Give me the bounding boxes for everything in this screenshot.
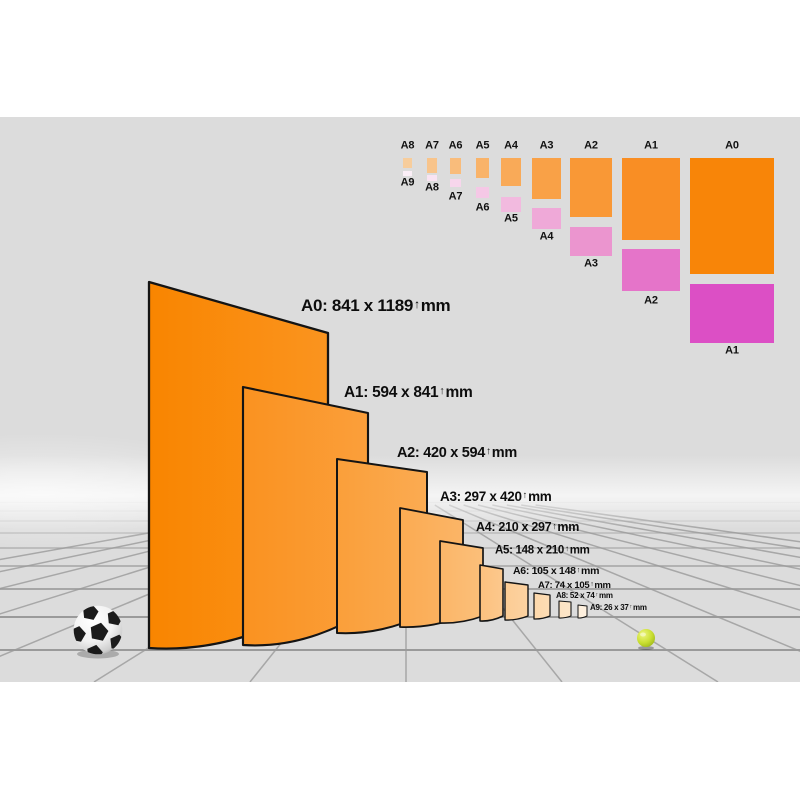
soccer-ball xyxy=(73,605,123,659)
sheet-a7 xyxy=(533,592,551,620)
nested-top-label-a4: A4 xyxy=(504,139,518,152)
tennis-ball xyxy=(637,629,655,650)
nested-bottom-label-a4: A4 xyxy=(539,230,554,243)
size-label-a5: A5: 148 x 210↑mm xyxy=(495,544,590,557)
size-label-a9: A9: 26 x 37↑mm xyxy=(590,603,647,612)
height-arrow-icon: ↑ xyxy=(576,565,581,574)
nested-top-label-a2: A2 xyxy=(584,139,598,152)
sheet-a5 xyxy=(479,564,504,622)
nested-portrait-a7 xyxy=(427,158,437,173)
nested-portrait-a8 xyxy=(403,158,412,168)
nested-top-label-a1: A1 xyxy=(644,139,658,152)
height-arrow-icon: ↑ xyxy=(629,604,633,611)
height-arrow-icon: ↑ xyxy=(590,581,594,589)
size-label-a6: A6: 105 x 148↑mm xyxy=(513,565,600,578)
height-arrow-icon: ↑ xyxy=(595,592,599,599)
scene: A0: 841 x 1189↑mm A1: 594 x 841↑mm A2: 420… xyxy=(0,117,800,682)
sheet-a8 xyxy=(558,600,572,619)
nested-landscape-a6 xyxy=(476,187,489,198)
nested-top-label-a6: A6 xyxy=(448,139,463,152)
nested-portrait-a3 xyxy=(532,158,561,199)
nested-bottom-label-a6: A6 xyxy=(475,201,490,214)
nested-bottom-label-a9: A9 xyxy=(400,176,415,189)
height-arrow-icon: ↑ xyxy=(486,446,491,458)
size-label-a1: A1: 594 x 841↑mm xyxy=(344,384,473,401)
height-arrow-icon: ↑ xyxy=(552,520,557,531)
nested-top-label-a8: A8 xyxy=(400,139,415,152)
sheet-a4 xyxy=(439,540,484,624)
size-label-a4: A4: 210 x 297↑mm xyxy=(476,520,580,534)
nested-top-label-a0: A0 xyxy=(725,139,739,152)
nested-top-label-a5: A5 xyxy=(475,139,490,152)
nested-landscape-a2 xyxy=(622,249,680,291)
size-label-a0: A0: 841 x 1189↑mm xyxy=(301,296,451,315)
nested-landscape-a4 xyxy=(532,208,561,229)
nested-portrait-a4 xyxy=(501,158,521,186)
nested-landscape-a1 xyxy=(690,284,774,343)
nested-portrait-a1 xyxy=(622,158,680,240)
nested-bottom-label-a8: A8 xyxy=(425,181,439,194)
nested-landscape-a7 xyxy=(450,179,461,187)
sheet-a6 xyxy=(504,581,529,621)
nested-landscape-a5 xyxy=(501,197,521,212)
size-label-a3: A3: 297 x 420↑mm xyxy=(440,489,552,504)
nested-bottom-label-a1: A1 xyxy=(725,344,739,357)
nested-bottom-label-a2: A2 xyxy=(644,294,658,307)
nested-landscape-a3 xyxy=(570,227,612,256)
nested-portrait-a0 xyxy=(690,158,774,274)
sheet-a9 xyxy=(577,604,588,619)
perspective-scene xyxy=(0,280,800,682)
nested-portrait-a2 xyxy=(570,158,612,217)
nested-portrait-a6 xyxy=(450,158,461,174)
size-label-a7: A7: 74 x 105↑mm xyxy=(538,580,611,591)
height-arrow-icon: ↑ xyxy=(522,490,528,502)
nested-top-label-a7: A7 xyxy=(425,139,439,152)
nested-landscape-a9 xyxy=(403,171,412,176)
size-label-a2: A2: 420 x 594↑mm xyxy=(397,445,517,461)
height-arrow-icon: ↑ xyxy=(439,384,445,397)
nested-top-label-a3: A3 xyxy=(539,139,554,152)
nested-bottom-label-a3: A3 xyxy=(584,257,598,270)
size-label-a8: A8: 52 x 74↑mm xyxy=(556,591,613,600)
nested-bottom-label-a5: A5 xyxy=(504,212,518,225)
nested-portrait-a5 xyxy=(476,158,489,178)
height-arrow-icon: ↑ xyxy=(414,296,420,311)
nested-bottom-label-a7: A7 xyxy=(448,190,463,203)
sheet-row xyxy=(147,280,588,650)
height-arrow-icon: ↑ xyxy=(565,544,569,553)
nested-landscape-a8 xyxy=(427,175,437,181)
